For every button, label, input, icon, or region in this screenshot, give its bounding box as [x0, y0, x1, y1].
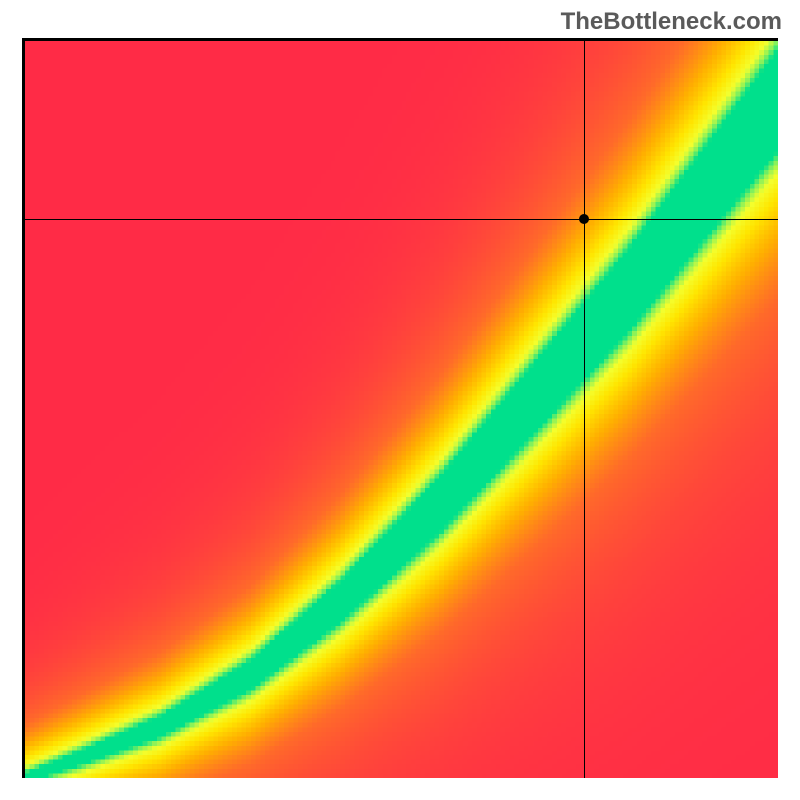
heatmap-container	[25, 41, 778, 778]
crosshair-horizontal	[25, 219, 778, 220]
heatmap-canvas	[25, 41, 778, 778]
watermark-text: TheBottleneck.com	[561, 8, 782, 36]
crosshair-vertical	[584, 41, 585, 778]
crosshair-marker	[579, 214, 589, 224]
plot-area	[22, 38, 778, 778]
